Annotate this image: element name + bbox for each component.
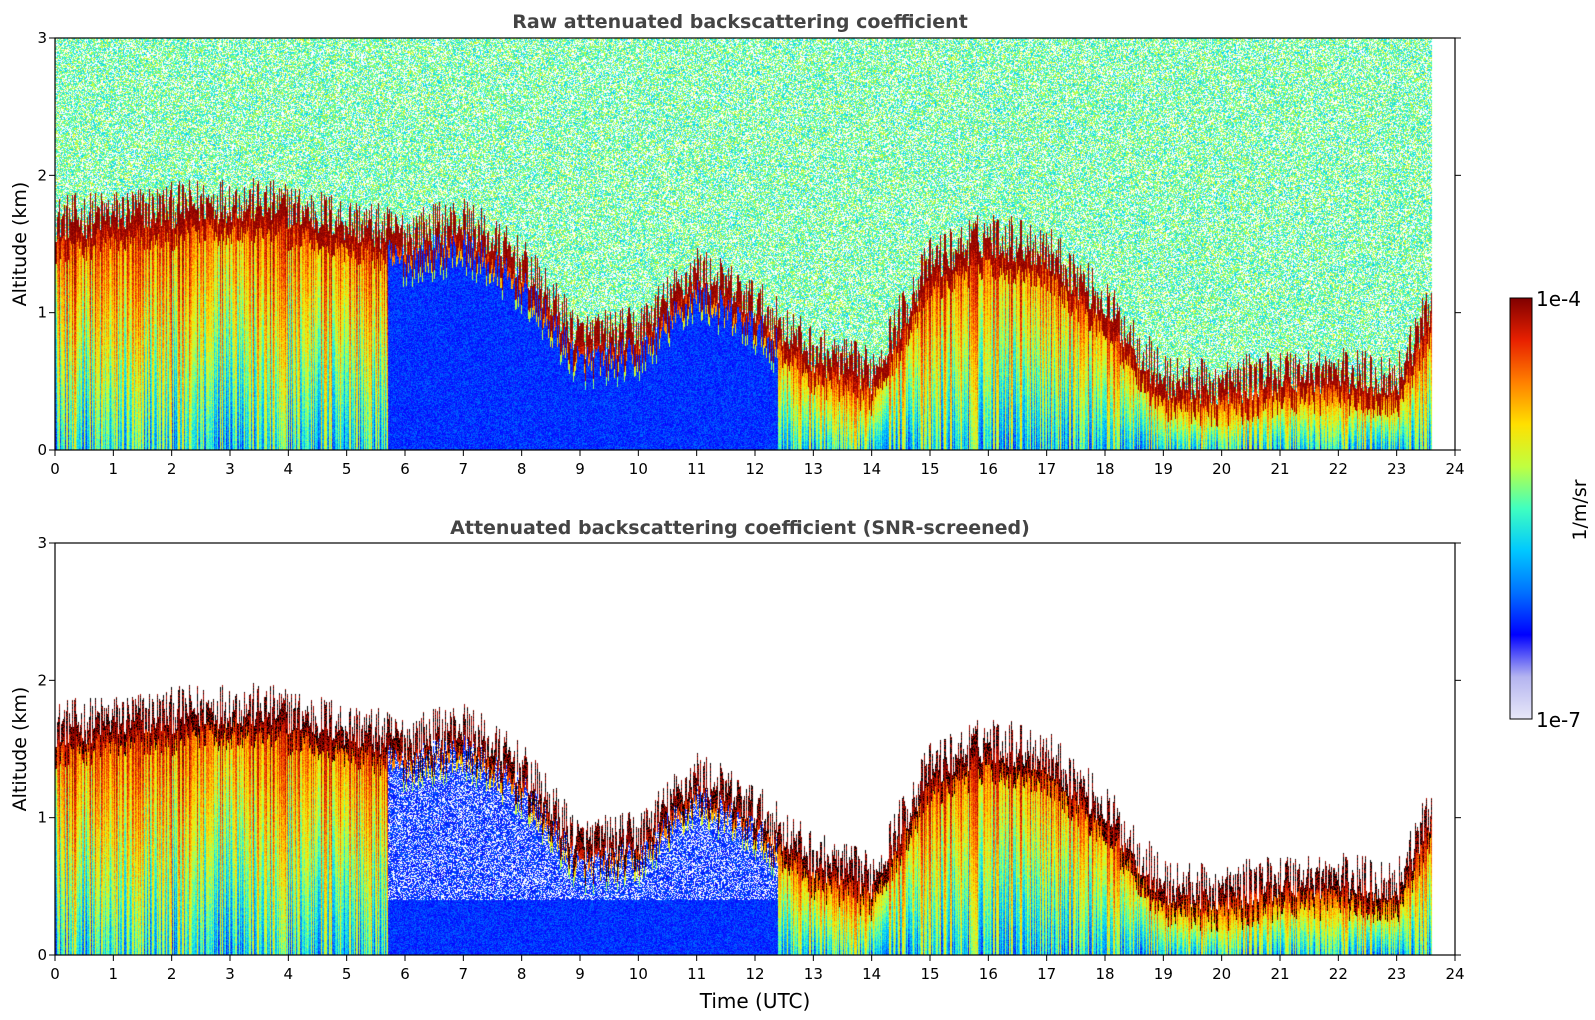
x-tick-label: 18 <box>1095 460 1114 478</box>
x-tick-label: 5 <box>342 460 352 478</box>
colorbar-unit-label: 1/m/sr <box>1569 479 1591 540</box>
x-tick-label: 11 <box>687 965 706 983</box>
panel-screened: Attenuated backscattering coefficient (S… <box>9 517 1465 1013</box>
x-tick-label: 10 <box>629 965 648 983</box>
x-tick-label: 4 <box>284 965 294 983</box>
y-tick-label: 2 <box>37 671 47 689</box>
y-tick-label: 0 <box>37 946 47 964</box>
colorbar-min-label: 1e-7 <box>1536 708 1581 732</box>
x-tick-label: 15 <box>920 460 939 478</box>
y-tick-label: 1 <box>37 809 47 827</box>
x-tick-label: 0 <box>50 965 60 983</box>
x-tick-label: 20 <box>1212 460 1231 478</box>
x-tick-label: 14 <box>862 965 881 983</box>
panel-screened-title: Attenuated backscattering coefficient (S… <box>450 517 1030 539</box>
panel-raw-axes: 0 1 2 3 4 5 6 7 8 9 10 11 12 13 14 15 16 17 18 19 20 21 22 23 24… <box>37 29 1464 478</box>
x-tick-label: 16 <box>979 965 998 983</box>
x-tick-label: 3 <box>225 460 235 478</box>
y-tick-label: 3 <box>37 29 47 47</box>
x-tick-label: 0 <box>50 460 60 478</box>
x-tick-label: 6 <box>400 965 410 983</box>
x-tick-label: 8 <box>517 965 527 983</box>
panel-raw-heatmap <box>55 38 1455 450</box>
x-tick-label: 7 <box>459 460 469 478</box>
x-tick-label: 9 <box>575 965 585 983</box>
x-tick-label: 20 <box>1212 965 1231 983</box>
panel-screened-heatmap-container <box>55 543 1455 955</box>
x-tick-label: 16 <box>979 460 998 478</box>
colorbar-max-label: 1e-4 <box>1536 287 1581 311</box>
x-tick-label: 8 <box>517 460 527 478</box>
x-tick-label: 19 <box>1154 965 1173 983</box>
x-tick-label: 2 <box>167 460 177 478</box>
panel-raw-ylabel: Altitude (km) <box>9 182 31 307</box>
panel-raw-title: Raw attenuated backscattering coefficien… <box>512 11 968 33</box>
y-tick-label: 3 <box>37 534 47 552</box>
x-tick-label: 2 <box>167 965 177 983</box>
x-tick-label: 23 <box>1387 460 1406 478</box>
x-tick-label: 3 <box>225 965 235 983</box>
x-tick-label: 24 <box>1445 460 1464 478</box>
x-tick-label: 12 <box>745 460 764 478</box>
y-tick-label: 0 <box>37 441 47 459</box>
x-tick-label: 24 <box>1445 965 1464 983</box>
x-tick-label: 9 <box>575 460 585 478</box>
x-tick-label: 21 <box>1270 460 1289 478</box>
x-tick-label: 11 <box>687 460 706 478</box>
y-tick-label: 2 <box>37 166 47 184</box>
x-tick-label: 1 <box>109 965 119 983</box>
x-tick-label: 14 <box>862 460 881 478</box>
colorbar-scale <box>1509 297 1533 720</box>
x-axis-label: Time (UTC) <box>699 989 811 1013</box>
x-tick-label: 10 <box>629 460 648 478</box>
colorbar: 1e-4 1e-7 1/m/sr <box>1509 287 1591 732</box>
x-tick-label: 15 <box>920 965 939 983</box>
x-tick-label: 22 <box>1329 965 1348 983</box>
x-tick-label: 23 <box>1387 965 1406 983</box>
x-tick-label: 13 <box>804 460 823 478</box>
x-tick-label: 5 <box>342 965 352 983</box>
x-tick-label: 12 <box>745 965 764 983</box>
panel-raw-heatmap-container <box>55 38 1455 450</box>
x-tick-label: 13 <box>804 965 823 983</box>
panel-screened-axes: 0 1 2 3 4 5 6 7 8 9 10 11 12 13 14 15 16 17 18 19 20 21 22 23 24… <box>37 534 1464 983</box>
panel-screened-heatmap <box>55 543 1455 955</box>
x-tick-label: 22 <box>1329 460 1348 478</box>
panel-raw: Raw attenuated backscattering coefficien… <box>9 11 1465 478</box>
y-tick-label: 1 <box>37 304 47 322</box>
x-tick-label: 17 <box>1037 460 1056 478</box>
x-tick-label: 21 <box>1270 965 1289 983</box>
x-tick-label: 17 <box>1037 965 1056 983</box>
x-tick-label: 18 <box>1095 965 1114 983</box>
x-tick-label: 1 <box>109 460 119 478</box>
x-tick-label: 4 <box>284 460 294 478</box>
x-tick-label: 7 <box>459 965 469 983</box>
x-tick-label: 6 <box>400 460 410 478</box>
panel-screened-ylabel: Altitude (km) <box>9 687 31 812</box>
x-tick-label: 19 <box>1154 460 1173 478</box>
